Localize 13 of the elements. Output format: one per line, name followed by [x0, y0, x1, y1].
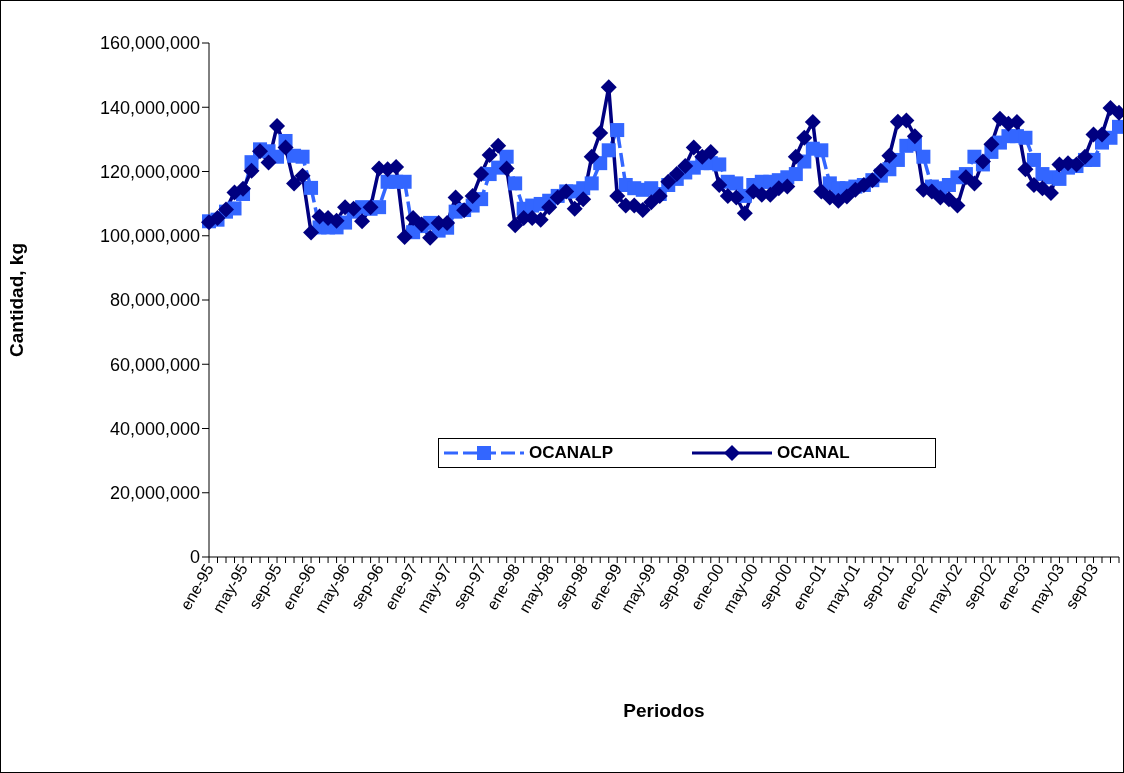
- legend-label: OCANALP: [529, 443, 614, 463]
- y-tick-label: 40,000,000: [109, 418, 200, 439]
- y-tick-label: 80,000,000: [109, 290, 200, 311]
- y-axis-title: Cantidad, kg: [5, 242, 27, 358]
- y-tick-label: 100,000,000: [99, 226, 200, 247]
- x-axis-title: Periodos: [623, 700, 705, 721]
- y-tick-label: 0: [189, 547, 200, 568]
- y-tick-label: 60,000,000: [109, 354, 200, 375]
- y-tick-label: 140,000,000: [99, 97, 200, 118]
- y-tick-label: 160,000,000: [99, 33, 200, 54]
- legend-label: OCANAL: [777, 443, 850, 463]
- y-tick-label: 20,000,000: [109, 483, 200, 504]
- y-tick-label: 120,000,000: [99, 161, 200, 182]
